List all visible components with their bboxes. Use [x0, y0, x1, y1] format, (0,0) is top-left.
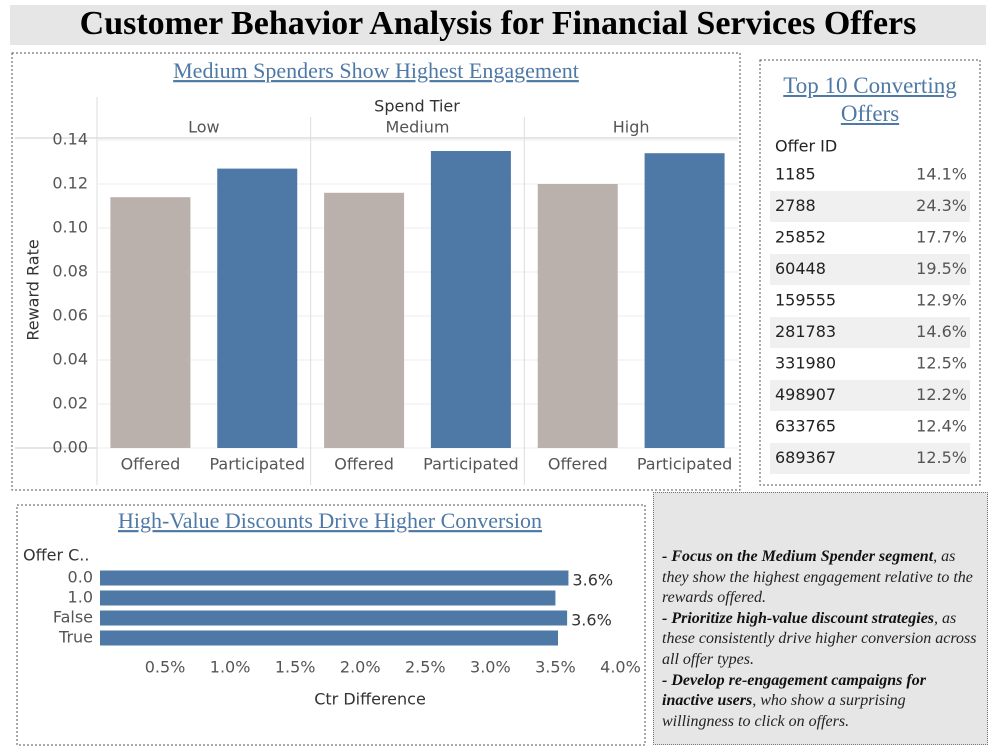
bar: [100, 590, 556, 606]
x-tick-label: Participated: [637, 455, 733, 474]
note: - Develop re-engagement campaigns for in…: [662, 671, 979, 733]
table-header: Offer ID: [775, 137, 837, 156]
bar: [537, 184, 618, 448]
y-tick-label: True: [58, 628, 93, 647]
table-cell: 159555: [775, 291, 836, 310]
bar: [110, 197, 191, 448]
x-tick-label: 2.0%: [340, 658, 381, 677]
y-tick-label: 0.12: [52, 174, 88, 193]
y-axis-label: Reward Rate: [24, 239, 43, 340]
bar: [100, 570, 569, 586]
bar: [324, 192, 405, 448]
y-tick-label: 0.10: [52, 218, 88, 237]
x-tick-label: 3.0%: [470, 658, 511, 677]
y-tick-label: 1.0: [68, 588, 93, 607]
table-cell: 25852: [775, 228, 826, 247]
x-tick-label: 3.5%: [535, 658, 576, 677]
x-tick-label: Offered: [121, 455, 181, 474]
row-band: [770, 317, 970, 348]
note-text: , who show a surprising willingness to c…: [662, 692, 906, 730]
y-tick-label: 0.0: [68, 568, 93, 587]
table-title: Top 10 Converting Offers: [783, 73, 957, 126]
row-band: [770, 254, 970, 285]
table-cell: 12.2%: [916, 385, 967, 404]
table-cell: 17.7%: [916, 228, 967, 247]
group-header: Medium: [386, 118, 450, 137]
y-tick-label: 0.00: [52, 438, 88, 457]
table-cell: 12.5%: [916, 354, 967, 373]
value-label: 3.6%: [572, 571, 613, 590]
bar: [100, 610, 568, 626]
table-cell: 19.5%: [916, 259, 967, 278]
bar: [217, 168, 298, 448]
table-cell: 281783: [775, 322, 836, 341]
table-cell: 633765: [775, 417, 836, 436]
bar: [100, 630, 559, 646]
x-tick-label: Offered: [548, 455, 608, 474]
y-tick-label: False: [53, 608, 93, 627]
group-label: Spend Tier: [374, 97, 460, 116]
y-tick-label: 0.02: [52, 394, 88, 413]
x-tick-label: 2.5%: [405, 658, 446, 677]
table-cell: 12.9%: [916, 291, 967, 310]
group-header: High: [613, 118, 650, 137]
panel: [759, 59, 981, 486]
table-cell: 2788: [775, 196, 816, 215]
note-text: , as these consistently drive higher con…: [662, 609, 977, 668]
x-tick-label: 1.5%: [275, 658, 316, 677]
table-cell: 14.1%: [916, 165, 967, 184]
note-text: , as they show the highest engagement re…: [662, 548, 973, 607]
value-label: 3.6%: [571, 611, 612, 630]
title-bar: [10, 5, 986, 45]
row-band: [770, 443, 970, 474]
note-emphasis: - Develop re-engagement campaigns for in…: [662, 671, 926, 710]
dashboard-title: Customer Behavior Analysis for Financial…: [80, 5, 917, 42]
row-band: [770, 380, 970, 411]
note-emphasis: - Prioritize high-value discount strateg…: [662, 609, 935, 627]
bar: [430, 151, 511, 448]
table-cell: 1185: [775, 165, 816, 184]
x-axis-label: Ctr Difference: [314, 690, 426, 709]
bar: [644, 153, 725, 448]
table-cell: 60448: [775, 259, 826, 278]
panel: [16, 504, 646, 746]
table-cell: 12.4%: [916, 417, 967, 436]
chart-title: High-Value Discounts Drive Higher Conver…: [118, 508, 542, 533]
table-cell: 24.3%: [916, 196, 967, 215]
row-band: [770, 191, 970, 222]
y-tick-label: 0.08: [52, 262, 88, 281]
x-tick-label: Participated: [423, 455, 519, 474]
category-label: Offer C..: [23, 546, 89, 565]
x-tick-label: Offered: [334, 455, 394, 474]
chart-title: Medium Spenders Show Highest Engagement: [173, 58, 579, 83]
group-header: Low: [188, 118, 220, 137]
table-cell: 498907: [775, 385, 836, 404]
note: - Prioritize high-value discount strateg…: [662, 609, 979, 671]
x-tick-label: 1.0%: [210, 658, 251, 677]
note: - Focus on the Medium Spender segment, a…: [662, 547, 979, 609]
panel: [11, 52, 741, 491]
note-emphasis: - Focus on the Medium Spender segment: [662, 548, 934, 565]
x-tick-label: 0.5%: [145, 658, 186, 677]
table-cell: 12.5%: [916, 448, 967, 467]
y-tick-label: 0.06: [52, 306, 88, 325]
notes-panel: - Focus on the Medium Spender segment, a…: [653, 492, 988, 745]
x-tick-label: 4.0%: [600, 658, 641, 677]
table-cell: 14.6%: [916, 322, 967, 341]
table-cell: 689367: [775, 448, 836, 467]
y-tick-label: 0.14: [52, 130, 88, 149]
table-cell: 331980: [775, 354, 836, 373]
x-tick-label: Participated: [209, 455, 305, 474]
y-tick-label: 0.04: [52, 350, 88, 369]
